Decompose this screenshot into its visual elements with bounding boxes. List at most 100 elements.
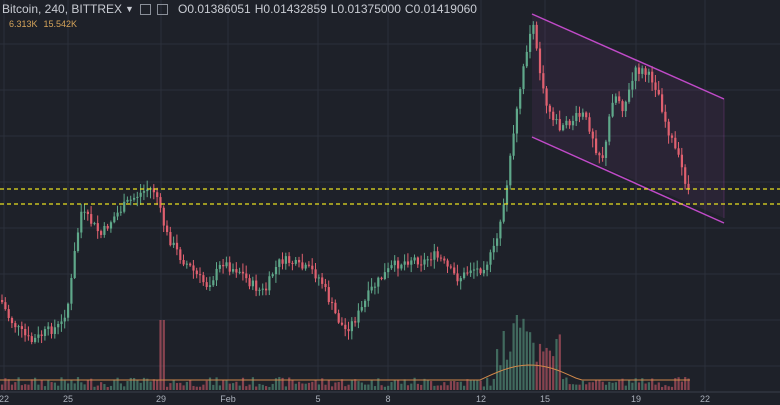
candle-body (195, 270, 198, 275)
volume-bar (284, 386, 287, 390)
x-tick-label: 12 (475, 394, 487, 404)
volume-bar (83, 384, 86, 390)
volume-bar (331, 386, 334, 390)
candle-body (453, 267, 456, 274)
candle-body (30, 336, 33, 343)
high-key: H (254, 2, 264, 16)
candle-body (443, 258, 446, 261)
candle-body (644, 68, 647, 75)
volume-bar (149, 381, 152, 390)
volume-bar (245, 386, 248, 390)
chevron-down-icon[interactable]: ▼ (125, 4, 134, 14)
candle-body (301, 262, 304, 269)
volume-bar (674, 378, 677, 390)
volume-bar (304, 383, 307, 390)
candle-body (43, 329, 47, 336)
candle-body (674, 137, 677, 149)
candle-body (350, 321, 353, 332)
volume-bar (472, 379, 476, 390)
candle-body (433, 251, 436, 260)
volume-bar (340, 379, 344, 390)
candle-body (199, 274, 202, 276)
candle-body (218, 264, 221, 269)
volume-bar (317, 384, 320, 390)
x-tick-label: 25 (62, 394, 74, 404)
volume-bar (34, 377, 37, 390)
volume-bar (667, 386, 670, 390)
volume-bar (76, 377, 80, 390)
candle-body (532, 24, 535, 34)
candle-body (383, 272, 386, 280)
legend-header: Bitcoin, 240, BITTREX ▼ O 0.01386051 H 0.0… (0, 0, 477, 18)
candle-body (53, 327, 56, 334)
volume-bar (618, 380, 621, 390)
candle-body (63, 317, 66, 322)
volume-bar (496, 349, 499, 390)
volume-bar (288, 377, 291, 390)
x-tick-label: 15 (539, 394, 551, 404)
candle-body (294, 259, 297, 264)
volume-bar (479, 380, 482, 390)
candle-body (529, 33, 532, 52)
candle-body (192, 265, 195, 271)
settings-box-icon[interactable] (139, 3, 151, 15)
volume-bar (512, 323, 515, 390)
candle-body (423, 259, 426, 265)
candle-body (390, 265, 393, 269)
candle-body (334, 302, 337, 314)
volume-ma-value: 6.313K (9, 19, 38, 29)
candle-body (505, 185, 509, 205)
candle-body (109, 222, 113, 229)
volume-bar (337, 382, 340, 390)
volume-bar (271, 383, 274, 390)
volume-bar (651, 378, 654, 390)
candle-body (80, 211, 83, 233)
volume-bar (568, 384, 571, 390)
candle-body (456, 273, 459, 282)
visibility-box-icon[interactable] (156, 3, 168, 15)
candle-body (337, 313, 340, 323)
volume-bar (265, 386, 268, 390)
volume-bar (641, 378, 644, 390)
candle-body (370, 286, 373, 291)
x-tick-label: 5 (315, 394, 321, 404)
candle-body (482, 269, 485, 274)
candle-body (321, 277, 324, 284)
candle-body (76, 232, 80, 252)
volume-bar (529, 332, 532, 390)
candle-body (268, 276, 271, 291)
volume-bar (255, 386, 258, 390)
volume-bar (175, 383, 179, 390)
volume-bar (291, 379, 294, 390)
volume-bar (212, 384, 215, 390)
candle-body (499, 221, 502, 239)
close-value: 0.01419060 (413, 2, 477, 16)
volume-bar (677, 377, 680, 390)
volume-bar (225, 379, 228, 390)
volume-bar (456, 381, 459, 390)
volume-bar (274, 378, 278, 390)
candle-body (86, 211, 89, 215)
symbol-label[interactable]: Bitcoin, 240, BITTREX (2, 2, 123, 16)
volume-bar (654, 384, 657, 390)
candle-body (578, 113, 581, 117)
close-key: C (404, 2, 414, 16)
volume-bar (644, 383, 647, 390)
volume-bar (634, 378, 637, 390)
volume-bar (218, 385, 221, 390)
volume-bar (443, 382, 446, 390)
volume-bar (321, 378, 324, 390)
candle-body (291, 262, 294, 264)
volume-bar (604, 384, 608, 390)
candle-body (258, 289, 261, 291)
volume-bar (519, 327, 522, 390)
volume-bar (505, 359, 509, 390)
volume-bar (565, 377, 568, 390)
candle-body (129, 199, 132, 201)
volume-bar (657, 382, 660, 390)
candle-body (136, 196, 139, 198)
volume-bar (40, 380, 43, 390)
volume-bar (383, 386, 386, 390)
volume-bar (661, 386, 664, 390)
